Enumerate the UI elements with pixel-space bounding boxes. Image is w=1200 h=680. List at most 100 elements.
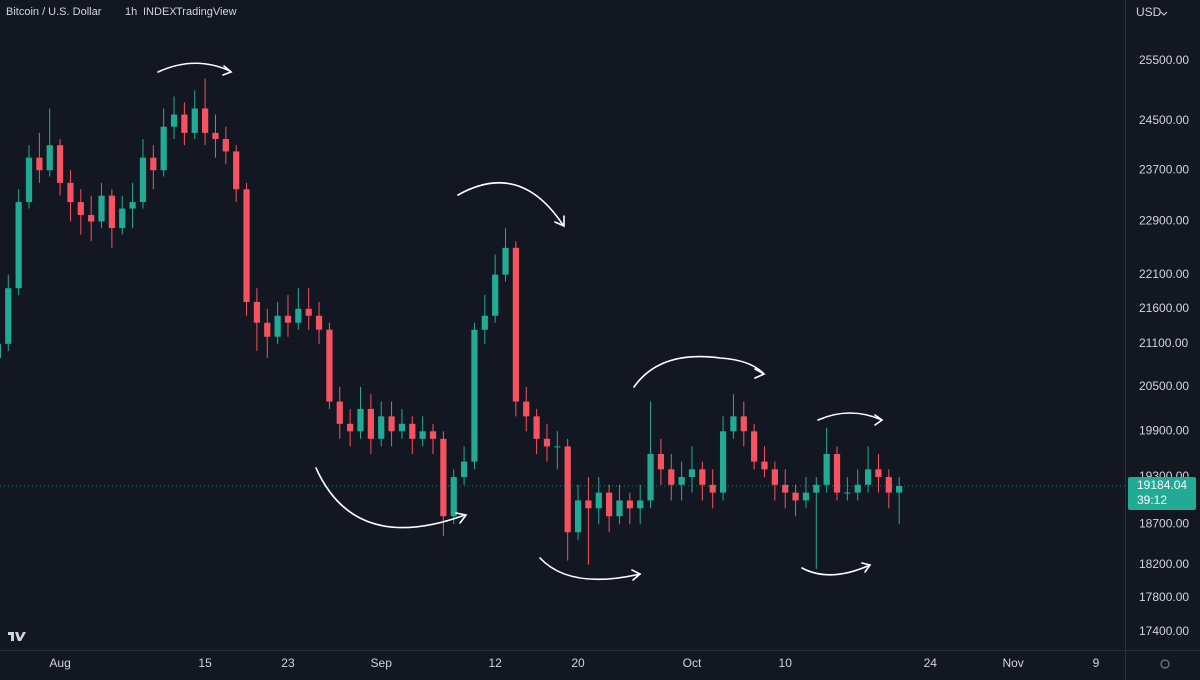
header: Bitcoin / U.S. Dollar 1h INDEX TradingVi… xyxy=(6,6,237,18)
x-tick-label: Nov xyxy=(1002,656,1023,670)
candle-body xyxy=(854,484,861,493)
candle-body xyxy=(440,438,447,517)
candle-body xyxy=(678,477,685,485)
annotation-arrow xyxy=(817,412,883,421)
candle-body xyxy=(657,453,665,470)
candle-body xyxy=(398,423,406,432)
currency-caret[interactable] xyxy=(1160,11,1168,16)
candle-body xyxy=(533,416,540,439)
candle-body xyxy=(222,139,229,152)
candle-body xyxy=(471,329,478,462)
arrow-head xyxy=(861,562,872,573)
annotation-arrow-head xyxy=(455,512,468,524)
candle-body xyxy=(450,477,457,517)
candle-body xyxy=(150,157,157,171)
annotation-arrow xyxy=(315,467,466,529)
candle-body xyxy=(233,151,240,190)
y-tick-label: 24500.00 xyxy=(1139,113,1189,127)
candle-body xyxy=(212,132,219,140)
y-tick-label: 19900.00 xyxy=(1139,423,1189,437)
candle-body xyxy=(305,308,312,316)
candle-body xyxy=(315,315,323,330)
last-price-label: 19184.04 xyxy=(1137,478,1187,492)
candle-body xyxy=(792,492,799,501)
candle-body xyxy=(864,469,872,485)
candle-body xyxy=(688,469,696,478)
arrow-head xyxy=(874,414,884,426)
candle-body xyxy=(129,202,136,209)
candle-body xyxy=(388,416,395,432)
candle-body xyxy=(36,157,43,171)
axes: 25500.00 24500.00 23700.00 22900.00 22100.00… xyxy=(49,53,1196,670)
settings-icon[interactable] xyxy=(1160,659,1170,669)
gear xyxy=(1160,659,1170,669)
candle-body xyxy=(523,401,530,417)
plot-area xyxy=(0,78,1125,569)
last-price-badge xyxy=(1128,477,1196,511)
candle-body xyxy=(181,114,188,133)
exchange: INDEX xyxy=(143,6,177,18)
candle-body xyxy=(751,431,758,462)
candle-body xyxy=(782,484,789,493)
candle-body xyxy=(139,157,147,203)
candle-body xyxy=(554,446,561,448)
candle-body xyxy=(77,202,84,216)
candle-body xyxy=(813,484,820,493)
annotation-arrow xyxy=(801,564,871,576)
candle-body xyxy=(56,145,64,183)
y-tick-label: 18200.00 xyxy=(1139,557,1189,571)
candle-body xyxy=(699,469,706,485)
candle-body xyxy=(46,145,53,171)
interval: 1h xyxy=(125,6,137,18)
y-tick-label: 23700.00 xyxy=(1139,162,1189,176)
candle-body xyxy=(823,453,830,485)
candle-body xyxy=(719,431,727,493)
y-tick-label: 21600.00 xyxy=(1139,301,1189,315)
candle-body xyxy=(802,492,810,501)
candle-body xyxy=(378,416,385,439)
candle-body xyxy=(502,247,509,275)
x-tick-label: 10 xyxy=(779,656,793,670)
candle-body xyxy=(0,343,2,359)
candle-body xyxy=(326,329,333,402)
candle-body xyxy=(875,469,882,478)
candle-body xyxy=(585,500,592,509)
candle-body xyxy=(492,274,499,316)
tv-logo[interactable] xyxy=(5,628,27,646)
arrow-head xyxy=(554,215,565,228)
candle-body xyxy=(885,477,892,493)
arrow-head xyxy=(631,569,642,581)
candle-body xyxy=(98,195,105,222)
candle-body xyxy=(191,108,198,133)
x-tick-label: 15 xyxy=(198,656,212,670)
x-tick-label: 20 xyxy=(571,656,585,670)
x-tick-label: Oct xyxy=(683,656,702,670)
candle-body xyxy=(626,500,633,509)
candle-body xyxy=(771,469,778,485)
candle-body xyxy=(202,108,209,133)
x-tick-label: Sep xyxy=(371,656,393,670)
symbol-title: Bitcoin / U.S. Dollar xyxy=(6,6,102,18)
y-tick-label: 18700.00 xyxy=(1139,516,1189,530)
x-tick-label: 12 xyxy=(488,656,502,670)
candle-body xyxy=(637,500,644,509)
candle-body xyxy=(409,423,416,439)
candle-body xyxy=(284,315,292,323)
annotation-arrow xyxy=(457,181,564,226)
candle-body xyxy=(419,431,426,439)
candle-body xyxy=(295,308,302,323)
candle-body xyxy=(730,416,737,432)
candle-body xyxy=(243,189,250,302)
candle-body xyxy=(481,315,488,330)
currency[interactable]: USD xyxy=(1136,5,1162,19)
annotation-arrow xyxy=(157,62,231,73)
candle-body xyxy=(367,408,374,439)
candle-body xyxy=(606,492,613,517)
candle-body xyxy=(108,195,115,229)
candle-body xyxy=(15,202,22,289)
candle-body xyxy=(429,431,437,439)
candle-body xyxy=(595,492,602,509)
candle-body xyxy=(170,114,178,127)
y-tick-label: 22100.00 xyxy=(1139,267,1189,281)
